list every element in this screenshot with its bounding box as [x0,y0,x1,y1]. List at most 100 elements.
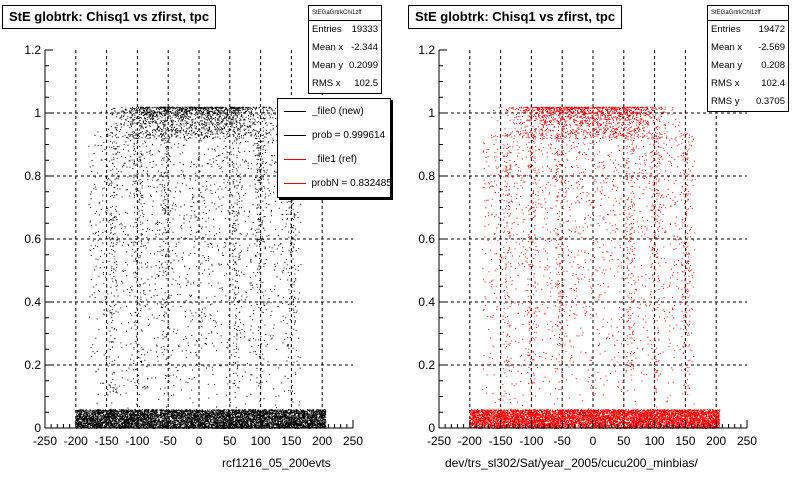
data-point [287,424,289,426]
data-point [190,416,192,418]
data-point [78,419,80,421]
data-point [85,418,87,420]
data-point [274,414,276,416]
data-point [233,423,235,425]
data-point [142,419,144,421]
data-point [120,422,122,424]
data-point [238,411,239,413]
data-point [296,419,298,421]
data-point [198,414,200,416]
data-point [185,410,187,412]
data-point [187,419,189,421]
data-point [190,421,192,423]
data-point [205,410,207,411]
data-point [180,412,181,414]
data-point [302,409,304,411]
data-point [128,426,130,428]
data-point [268,417,269,419]
data-point [209,419,211,421]
data-point [233,412,235,414]
data-point [197,418,199,420]
data-point [301,422,303,424]
data-point [126,421,128,422]
data-point [84,423,86,425]
data-point [213,409,215,411]
data-point [191,420,193,422]
data-point [127,419,129,421]
data-point [271,420,273,421]
data-point [132,421,134,423]
data-point [174,418,176,420]
data-point [107,410,109,412]
data-point [148,425,150,427]
data-point [230,421,232,423]
data-point [107,416,109,418]
data-point [283,418,285,420]
data-point [287,420,289,422]
data-point [128,421,130,423]
data-point [164,425,166,427]
data-point [298,425,300,426]
data-point [295,424,297,426]
data-point [91,415,93,417]
data-point [143,415,145,417]
data-point [219,411,221,413]
data-point [100,412,102,414]
data-point [207,418,209,420]
data-point [217,415,219,416]
data-point [138,425,140,427]
data-point [117,414,118,416]
data-point [127,424,129,426]
data-point [285,426,287,428]
data-point [188,426,190,428]
data-point [237,420,239,422]
data-point [193,413,195,414]
data-point [95,418,97,420]
data-point [131,424,133,426]
data-point [119,410,121,412]
data-point [178,410,180,412]
data-point [164,426,165,428]
data-point [254,419,256,421]
data-point [307,414,308,416]
data-point [145,413,146,415]
data-point [226,423,228,424]
data-point [130,426,131,428]
data-point [101,425,103,427]
data-point [304,419,306,421]
data-point [177,411,179,413]
data-point [77,414,79,416]
data-point [136,417,137,419]
data-point [175,411,177,413]
data-point [112,414,114,416]
data-point [242,412,244,414]
data-point [200,421,201,423]
data-point [211,424,213,426]
data-point [288,420,290,421]
data-point [126,410,127,412]
data-point [81,412,83,414]
data-point [242,416,244,418]
data-point [289,426,291,428]
data-point [185,419,186,421]
data-point [297,421,299,422]
data-point [84,416,86,418]
data-point [277,409,279,411]
data-point [155,423,157,425]
data-point [220,424,222,426]
data-point [187,422,189,424]
data-point [100,415,102,417]
data-point [181,426,183,428]
data-point [325,409,327,411]
data-point [301,424,303,426]
data-point [201,411,203,413]
data-point [260,411,262,413]
data-point [108,422,110,423]
data-point [290,423,292,425]
data-point [86,419,88,421]
data-point [181,411,183,413]
data-point [166,420,168,422]
data-point [155,414,157,416]
data-point [158,423,159,425]
data-point [239,409,240,411]
